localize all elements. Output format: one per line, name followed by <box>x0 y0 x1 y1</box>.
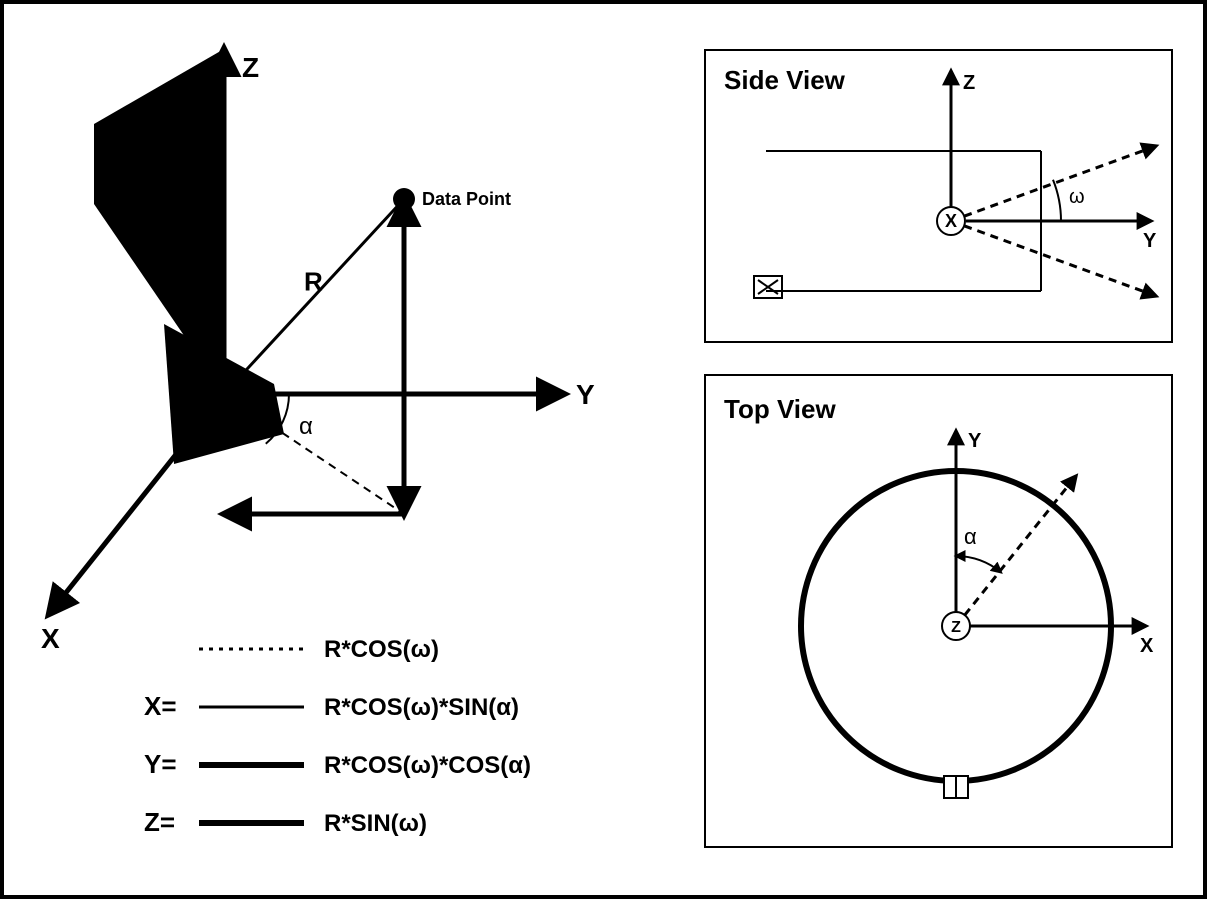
top-alpha-label: α <box>964 524 977 549</box>
formula-var-3: Z= <box>144 807 175 837</box>
omega-label: ω <box>1069 186 1085 208</box>
top-beam <box>956 476 1076 626</box>
y-axis-label: Y <box>576 379 595 410</box>
side-view-svg: Side View X Z Yω <box>706 51 1171 341</box>
alpha-label: α <box>299 413 313 440</box>
top-origin-label: Z <box>951 619 961 636</box>
x-axis-label: X <box>41 623 60 654</box>
formula-var-2: Y= <box>144 749 177 779</box>
formula-expr-2: R*COS(ω)*COS(α) <box>324 752 531 779</box>
formula-expr-1: R*COS(ω)*SIN(α) <box>324 694 519 721</box>
x-axis <box>49 394 224 614</box>
projection-diagonal <box>224 394 404 514</box>
omega-arc <box>1053 180 1061 221</box>
formula-expr-0: R*COS(ω) <box>324 636 439 663</box>
side-origin-label: X <box>945 211 957 231</box>
shaded-wall <box>94 49 224 394</box>
beam-down <box>951 221 1156 296</box>
side-y-label: Y <box>1143 230 1157 252</box>
top-view-svg: Top View Z Y Xα <box>706 376 1171 846</box>
top-alpha-arc <box>956 556 1001 572</box>
formula-var-1: X= <box>144 691 177 721</box>
r-label: R <box>304 267 323 297</box>
diagram-frame: Z Y X Data Point Rα R*COS(ω) X= R*COS(ω)*SIN(α)… <box>0 0 1207 899</box>
top-view-panel: Top View Z Y Xα <box>704 374 1173 848</box>
data-point-label: Data Point <box>422 189 511 209</box>
main-3d-panel: Z Y X Data Point Rα R*COS(ω) X= R*COS(ω)*SIN(α)… <box>4 4 704 884</box>
top-view-title: Top View <box>724 394 836 424</box>
z-axis-label: Z <box>242 52 259 83</box>
side-z-label: Z <box>963 72 975 94</box>
r-vector <box>224 199 404 394</box>
formula-expr-3: R*SIN(ω) <box>324 810 427 837</box>
side-view-panel: Side View X Z Yω <box>704 49 1173 343</box>
top-x-label: X <box>1140 635 1154 657</box>
top-y-label: Y <box>968 430 982 452</box>
side-view-title: Side View <box>724 65 846 95</box>
